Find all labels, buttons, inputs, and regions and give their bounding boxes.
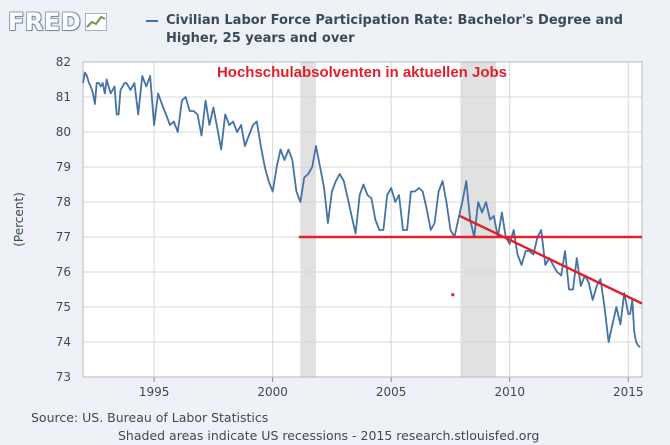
y-tick-label: 80 [56, 125, 71, 139]
footer-source: Source: US. Bureau of Labor Statistics [31, 410, 269, 425]
y-axis-label: (Percent) [12, 192, 26, 247]
x-tick-label: 2010 [494, 385, 525, 399]
recession-band [300, 62, 317, 377]
plot-area [83, 62, 642, 377]
red-dot-mark [451, 293, 455, 297]
x-tick-label: 1995 [139, 385, 170, 399]
y-tick-label: 73 [56, 370, 71, 384]
downtrend-line [459, 214, 643, 305]
y-tick-label: 77 [56, 230, 71, 244]
y-tick-label: 82 [56, 55, 71, 69]
y-tick-label: 79 [56, 160, 71, 174]
x-tick-label: 2000 [257, 385, 288, 399]
line-chart: 73 74 75 76 77 78 79 80 81 82 1995 2000 2005 2010 2015… [12, 55, 644, 399]
axes: 73 74 75 76 77 78 79 80 81 82 1995 2000 2005 2010 2015 [56, 55, 644, 399]
plot-border [82, 61, 643, 378]
chart-legend: Civilian Labor Force Participation Rate:… [146, 12, 666, 48]
legend-swatch [146, 20, 158, 22]
fred-logo[interactable]: FRED [8, 7, 108, 37]
footer-note: Shaded areas indicate US recessions - 20… [118, 428, 540, 443]
fred-chart-icon [85, 13, 108, 31]
x-tick-label: 2015 [613, 385, 644, 399]
y-tick-label: 76 [56, 265, 71, 279]
legend-series-label: Civilian Labor Force Participation Rate:… [166, 13, 623, 46]
x-tick-label: 2005 [376, 385, 407, 399]
chart-title: Hochschulabsolventen in aktuellen Jobs [217, 64, 507, 81]
y-tick-label: 78 [56, 195, 71, 209]
fred-logo-text: FRED [8, 8, 82, 36]
y-tick-label: 74 [56, 335, 71, 349]
annotation-overlays [298, 214, 643, 305]
y-tick-label: 75 [56, 300, 71, 314]
y-tick-label: 81 [56, 90, 71, 104]
